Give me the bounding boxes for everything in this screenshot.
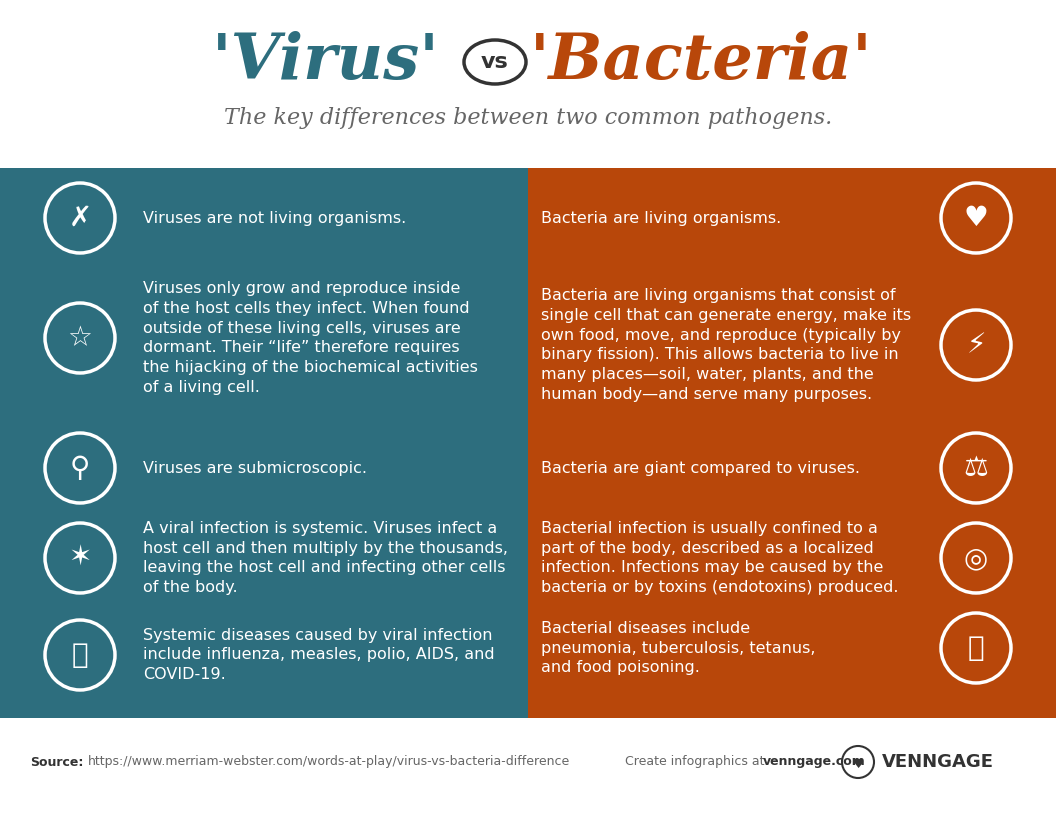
Circle shape xyxy=(45,303,115,373)
Text: ☆: ☆ xyxy=(68,324,93,352)
Text: Source:: Source: xyxy=(30,756,83,769)
Text: ✶: ✶ xyxy=(69,544,92,572)
Circle shape xyxy=(941,613,1011,683)
Text: VENNGAGE: VENNGAGE xyxy=(882,753,994,771)
Text: ⚡: ⚡ xyxy=(966,331,985,359)
Circle shape xyxy=(45,433,115,503)
Text: Bacteria are living organisms.: Bacteria are living organisms. xyxy=(541,211,781,225)
Circle shape xyxy=(941,433,1011,503)
Text: Bacterial infection is usually confined to a
part of the body, described as a lo: Bacterial infection is usually confined … xyxy=(541,521,899,595)
Bar xyxy=(528,168,1056,718)
Text: Viruses are not living organisms.: Viruses are not living organisms. xyxy=(143,211,407,225)
Text: ⚲: ⚲ xyxy=(70,454,90,482)
Text: Create infographics at: Create infographics at xyxy=(625,756,769,769)
Text: vs: vs xyxy=(482,52,509,72)
Text: The key differences between two common pathogens.: The key differences between two common p… xyxy=(224,107,832,129)
Circle shape xyxy=(45,183,115,253)
Text: Viruses only grow and reproduce inside
of the host cells they infect. When found: Viruses only grow and reproduce inside o… xyxy=(143,281,478,395)
Text: Bacterial diseases include
pneumonia, tuberculosis, tetanus,
and food poisoning.: Bacterial diseases include pneumonia, tu… xyxy=(541,621,815,676)
Text: ♥: ♥ xyxy=(963,204,988,232)
Text: ⧗: ⧗ xyxy=(967,634,984,662)
Text: 'Virus': 'Virus' xyxy=(212,31,440,93)
Circle shape xyxy=(941,523,1011,593)
Text: ⧗: ⧗ xyxy=(72,641,89,669)
Text: ♥: ♥ xyxy=(852,757,864,770)
Text: Bacteria are giant compared to viruses.: Bacteria are giant compared to viruses. xyxy=(541,460,860,476)
Text: venngage.com: venngage.com xyxy=(763,756,866,769)
Text: ✗: ✗ xyxy=(69,204,92,232)
Text: ◎: ◎ xyxy=(964,544,988,572)
Text: Systemic diseases caused by viral infection
include influenza, measles, polio, A: Systemic diseases caused by viral infect… xyxy=(143,628,494,682)
Text: Bacteria are living organisms that consist of
single cell that can generate ener: Bacteria are living organisms that consi… xyxy=(541,288,911,402)
Text: https://www.merriam-webster.com/words-at-play/virus-vs-bacteria-difference: https://www.merriam-webster.com/words-at… xyxy=(88,756,570,769)
Text: ⚖: ⚖ xyxy=(963,454,988,482)
Circle shape xyxy=(941,310,1011,380)
Circle shape xyxy=(45,620,115,690)
Bar xyxy=(0,168,528,718)
Text: A viral infection is systemic. Viruses infect a
host cell and then multiply by t: A viral infection is systemic. Viruses i… xyxy=(143,521,508,595)
Text: Viruses are submicroscopic.: Viruses are submicroscopic. xyxy=(143,460,367,476)
Bar xyxy=(0,718,1056,816)
Circle shape xyxy=(941,183,1011,253)
Text: 'Bacteria': 'Bacteria' xyxy=(530,31,872,93)
Circle shape xyxy=(45,523,115,593)
